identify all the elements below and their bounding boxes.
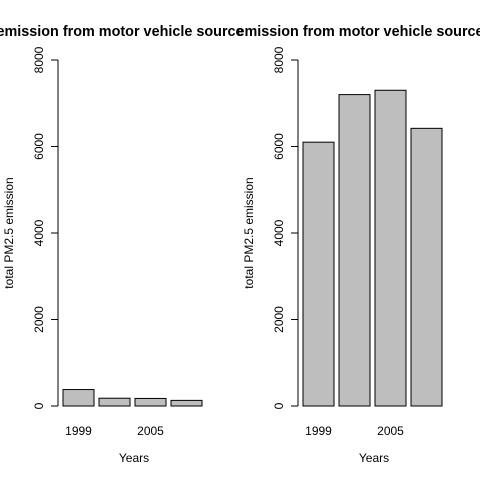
chart-2-y-axis: 0 2000 4000 6000 8000: [272, 46, 299, 409]
chart-2-ylabel: total PM2.5 emission: [242, 177, 256, 288]
chart-1-y-axis: 0 2000 4000 6000 8000: [32, 46, 59, 409]
bar-2008: [170, 399, 203, 407]
bar-1999: [302, 141, 335, 407]
y-tick-label: 8000: [32, 46, 46, 73]
bar-2005: [374, 89, 407, 407]
chart-1-ylabel: total PM2.5 emission: [2, 177, 16, 288]
y-tick-label: 8000: [272, 46, 286, 73]
chart-1-bars: [62, 389, 203, 407]
chart-2-title: emission from motor vehicle source: [236, 24, 480, 40]
bar-2008: [410, 127, 443, 407]
x-tick-label: 2005: [377, 424, 404, 438]
y-tick-label: 2000: [32, 306, 46, 333]
chart-1-xlabel: Years: [119, 451, 149, 465]
y-tick-label: 4000: [272, 219, 286, 246]
chart-1-title: emission from motor vehicle source: [0, 24, 244, 40]
bar-2005: [134, 397, 167, 407]
x-tick-label: 1999: [305, 424, 332, 438]
bar-2002: [98, 397, 131, 407]
x-tick-label: 2005: [137, 424, 164, 438]
bar-1999: [62, 389, 95, 407]
y-tick-label: 0: [32, 402, 46, 409]
y-tick-label: 2000: [272, 306, 286, 333]
chart-panel-1: emission from motor vehicle source total…: [0, 24, 244, 465]
chart-1-x-ticks: 1999 2005: [65, 424, 164, 438]
y-tick-label: 6000: [272, 133, 286, 160]
x-tick-label: 1999: [65, 424, 92, 438]
chart-panel-2: emission from motor vehicle source total…: [236, 24, 480, 465]
y-tick-label: 0: [272, 402, 286, 409]
y-tick-label: 6000: [32, 133, 46, 160]
chart-2-xlabel: Years: [359, 451, 389, 465]
chart-2-x-ticks: 1999 2005: [305, 424, 404, 438]
y-tick-label: 4000: [32, 219, 46, 246]
chart-2-bars: [302, 89, 443, 407]
bar-2002: [338, 94, 371, 407]
